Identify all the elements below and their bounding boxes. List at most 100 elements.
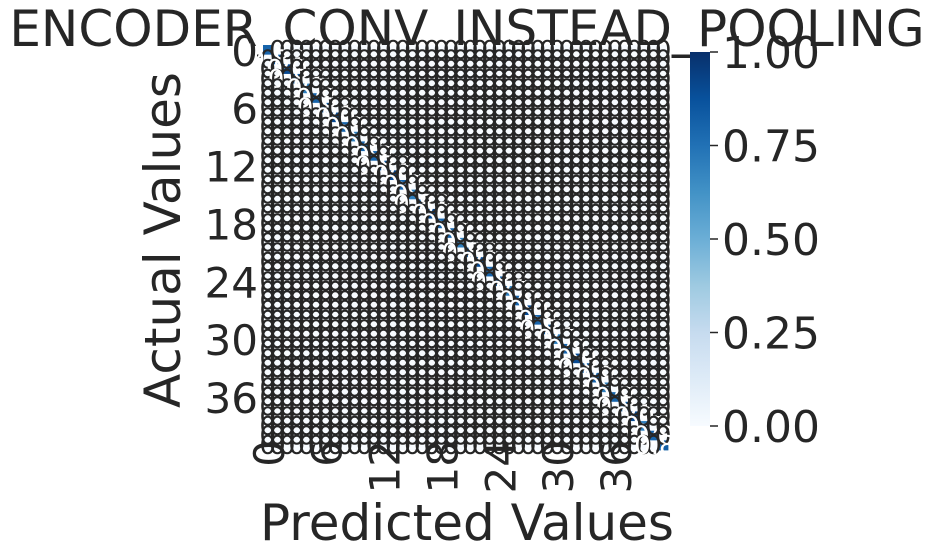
heatmap-cell <box>330 421 341 432</box>
heatmap-cell <box>581 295 592 306</box>
heatmap-cell <box>311 131 322 142</box>
heatmap-cell <box>320 421 331 432</box>
heatmap-cell <box>639 286 650 297</box>
heatmap-cell <box>494 218 505 229</box>
heatmap-cell <box>658 228 669 239</box>
heatmap-cell <box>349 334 360 345</box>
heatmap-cell <box>320 73 331 84</box>
heatmap-cell <box>359 131 370 142</box>
heatmap-cell <box>552 334 563 345</box>
heatmap-cell <box>311 286 322 297</box>
heatmap-cell <box>426 353 437 364</box>
heatmap-cell <box>301 199 312 210</box>
heatmap-cell <box>658 247 669 258</box>
heatmap-cell <box>301 73 312 84</box>
heatmap-cell <box>465 122 476 133</box>
heatmap-cell <box>475 131 486 142</box>
heatmap-cell <box>504 266 515 277</box>
heatmap-cell <box>291 343 302 354</box>
heatmap-cell <box>272 160 283 171</box>
heatmap-cell <box>648 334 659 345</box>
heatmap-cell <box>455 160 466 171</box>
heatmap-cell <box>407 334 418 345</box>
heatmap-cell <box>590 93 601 104</box>
heatmap-cell <box>513 266 524 277</box>
heatmap-cell <box>301 343 312 354</box>
heatmap-cell <box>561 218 572 229</box>
heatmap-cell <box>475 286 486 297</box>
heatmap-cell <box>639 266 650 277</box>
heatmap-cell <box>263 73 274 84</box>
heatmap-cell <box>340 266 351 277</box>
heatmap-cell <box>504 343 515 354</box>
heatmap-cell <box>301 295 312 306</box>
heatmap-cell <box>648 160 659 171</box>
heatmap-cell <box>581 440 592 451</box>
heatmap-cell <box>610 372 621 383</box>
heatmap-cell <box>533 411 544 422</box>
heatmap-cell <box>349 295 360 306</box>
heatmap-cell <box>388 45 399 56</box>
heatmap-cell <box>494 266 505 277</box>
heatmap-cell <box>494 295 505 306</box>
heatmap-cell <box>571 257 582 268</box>
heatmap-cell <box>388 228 399 239</box>
heatmap-cell <box>446 440 457 451</box>
heatmap-cell <box>436 151 447 162</box>
heatmap-cell <box>552 180 563 191</box>
cell-annotation: 0 <box>558 36 575 66</box>
heatmap-cell <box>658 440 669 451</box>
heatmap-cell <box>388 276 399 287</box>
heatmap-cell <box>658 151 669 162</box>
heatmap-cell <box>263 315 274 326</box>
heatmap-cell <box>571 343 582 354</box>
heatmap-cell <box>349 93 360 104</box>
heatmap-cell <box>291 131 302 142</box>
heatmap-cell <box>533 286 544 297</box>
heatmap-cell <box>407 421 418 432</box>
x-tick-label: 30 <box>534 440 583 493</box>
heatmap-cell <box>552 411 563 422</box>
heatmap-cell <box>311 430 322 441</box>
heatmap-cell <box>349 170 360 181</box>
heatmap-cell <box>629 180 640 191</box>
heatmap-cell <box>340 305 351 316</box>
heatmap-cell <box>629 421 640 432</box>
heatmap-cell <box>398 228 409 239</box>
heatmap-cell <box>465 189 476 200</box>
heatmap-cell <box>513 64 524 75</box>
heatmap-cell <box>330 324 341 335</box>
heatmap-cell <box>417 392 428 403</box>
heatmap-cell <box>407 122 418 133</box>
heatmap-cell <box>465 112 476 123</box>
heatmap-cell <box>465 276 476 287</box>
heatmap-cell <box>388 315 399 326</box>
heatmap-cell <box>571 353 582 364</box>
heatmap-cell <box>282 392 293 403</box>
heatmap-cell <box>590 392 601 403</box>
heatmap-cell <box>301 64 312 75</box>
heatmap-cell <box>436 189 447 200</box>
heatmap-cell <box>330 411 341 422</box>
heatmap-cell <box>648 228 659 239</box>
heatmap-cell <box>436 440 447 451</box>
heatmap-cell <box>263 295 274 306</box>
heatmap-cell <box>311 54 322 65</box>
heatmap-cell <box>639 247 650 258</box>
heatmap-cell <box>320 199 331 210</box>
heatmap-cell <box>330 392 341 403</box>
cell-annotation: 0 <box>549 36 566 66</box>
heatmap-cell <box>272 372 283 383</box>
heatmap-cell <box>533 180 544 191</box>
heatmap-cell <box>398 276 409 287</box>
heatmap-cell <box>436 257 447 268</box>
heatmap-cell <box>484 237 495 248</box>
heatmap-cell <box>378 102 389 113</box>
heatmap-cell <box>561 141 572 152</box>
heatmap-cell <box>542 343 553 354</box>
heatmap-cell <box>369 324 380 335</box>
heatmap-cell <box>590 372 601 383</box>
heatmap-cell <box>436 237 447 248</box>
heatmap-cell <box>465 411 476 422</box>
heatmap-cell <box>494 440 505 451</box>
